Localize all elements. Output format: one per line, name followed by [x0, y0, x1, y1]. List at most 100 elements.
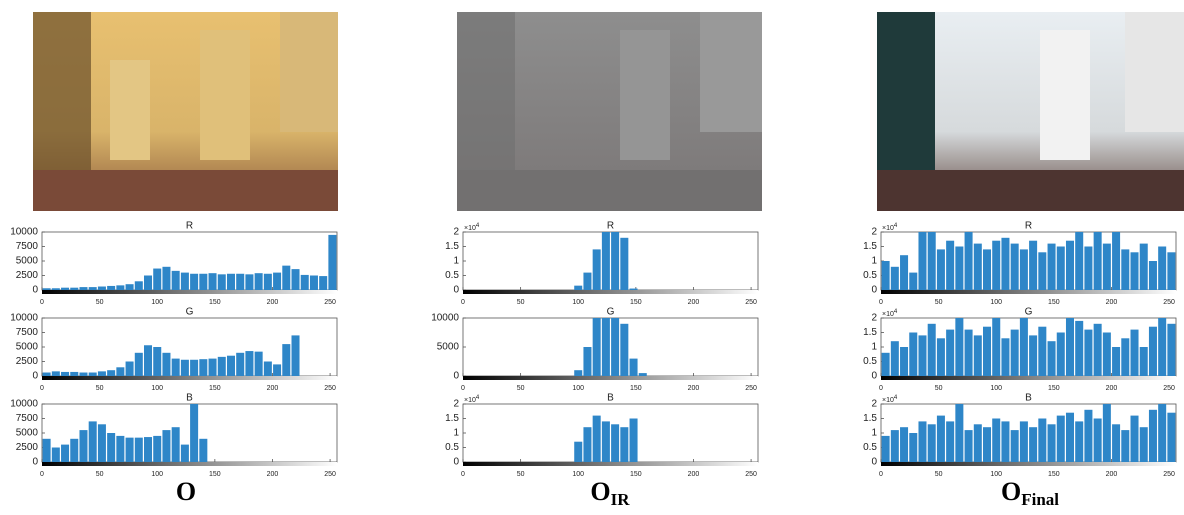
x-tick-label: 200	[688, 299, 700, 306]
chart-title: G	[607, 307, 615, 318]
bar	[620, 427, 629, 462]
colorbar	[881, 462, 1176, 466]
colorbar	[42, 462, 337, 466]
bar	[629, 288, 638, 290]
bar	[629, 418, 638, 462]
bar	[620, 237, 629, 290]
x-tick-label: 100	[990, 385, 1002, 392]
x-tick-label: 250	[324, 299, 336, 306]
chart-title: R	[607, 221, 614, 232]
bar	[881, 435, 890, 462]
bar	[236, 273, 245, 290]
bar	[1056, 332, 1065, 376]
bar	[1065, 318, 1074, 376]
chart-title: G	[1025, 307, 1033, 318]
x-tick-label: 150	[209, 471, 221, 478]
bar	[1001, 237, 1010, 290]
y-tick-label: 1.5	[863, 327, 877, 338]
caption-sub: IR	[611, 490, 631, 509]
bar	[134, 352, 143, 376]
bar	[629, 358, 638, 376]
bar	[592, 318, 601, 376]
bar	[1056, 246, 1065, 290]
bar	[70, 371, 79, 376]
bar	[936, 415, 945, 462]
bar	[574, 285, 583, 290]
y-tick-label: 7500	[16, 241, 39, 252]
caption: OFinal	[1001, 477, 1059, 509]
bar	[1130, 415, 1139, 462]
bar	[1084, 246, 1093, 290]
bar	[983, 427, 992, 462]
y-tick-label: 1	[871, 342, 877, 353]
x-tick-label: 250	[1163, 299, 1175, 306]
histogram: B ×104 0 0.5 1 1.5 2 0 50 100 150 200 250	[863, 393, 1177, 478]
y-tick-label: 2	[871, 227, 877, 238]
y-tick-label: 7500	[16, 327, 39, 338]
bar	[171, 358, 180, 376]
bar	[1139, 243, 1148, 290]
x-tick-label: 50	[96, 299, 104, 306]
bar	[1001, 338, 1010, 376]
x-tick-label: 50	[935, 299, 943, 306]
bars	[574, 318, 647, 376]
x-tick-label: 200	[688, 471, 700, 478]
bar	[1130, 252, 1139, 290]
y-tick-label: 1.5	[445, 241, 459, 252]
colorbar	[42, 376, 337, 380]
bar	[1019, 249, 1028, 290]
x-tick-label: 50	[96, 385, 104, 392]
bar	[1075, 232, 1084, 290]
bar	[190, 273, 199, 290]
x-tick-label: 100	[990, 471, 1002, 478]
bar	[1029, 240, 1038, 290]
y-tick-label: 0	[453, 371, 459, 382]
bar	[144, 275, 153, 290]
bar	[583, 272, 592, 290]
bar	[236, 352, 245, 376]
bar	[309, 275, 318, 290]
bar	[282, 265, 291, 290]
bar	[171, 427, 180, 462]
x-tick-label: 250	[324, 471, 336, 478]
bar	[936, 338, 945, 376]
x-tick-label: 50	[96, 471, 104, 478]
bar	[42, 288, 51, 290]
bar	[291, 335, 300, 376]
bar	[1093, 323, 1102, 376]
y-tick-label: 5000	[16, 428, 39, 439]
bar	[1047, 341, 1056, 376]
bar	[1038, 418, 1047, 462]
bar	[107, 285, 116, 290]
bar	[88, 287, 97, 290]
y-tick-label: 1	[453, 428, 459, 439]
bar	[162, 352, 171, 376]
multiplier-exponent: 4	[894, 395, 898, 401]
y-tick-label: 0	[32, 371, 38, 382]
y-tick-label: 0	[871, 457, 877, 468]
bar	[1167, 252, 1176, 290]
bar	[273, 364, 282, 376]
bar	[328, 234, 337, 290]
x-tick-label: 200	[267, 299, 279, 306]
multiplier-exponent: 4	[476, 223, 480, 229]
bar	[180, 444, 189, 462]
bars	[42, 404, 208, 462]
bar	[162, 266, 171, 290]
x-tick-label: 200	[688, 385, 700, 392]
bar	[983, 249, 992, 290]
bar	[1112, 232, 1121, 290]
x-tick-label: 50	[935, 471, 943, 478]
bar	[282, 344, 291, 376]
bar	[927, 323, 936, 376]
x-tick-label: 0	[461, 385, 465, 392]
y-tick-label: 2	[871, 313, 877, 324]
y-tick-label: 0	[871, 371, 877, 382]
chart-title: B	[607, 393, 614, 404]
bar	[592, 415, 601, 462]
bars	[42, 335, 300, 376]
histogram: B 0 2500 5000 7500 10000 0 50 100 150 200 250	[10, 393, 338, 478]
bar	[1065, 240, 1074, 290]
plot-frame	[462, 403, 759, 463]
histogram: R ×104 0 0.5 1 1.5 2 0 50 100 150 200 250	[445, 221, 759, 306]
